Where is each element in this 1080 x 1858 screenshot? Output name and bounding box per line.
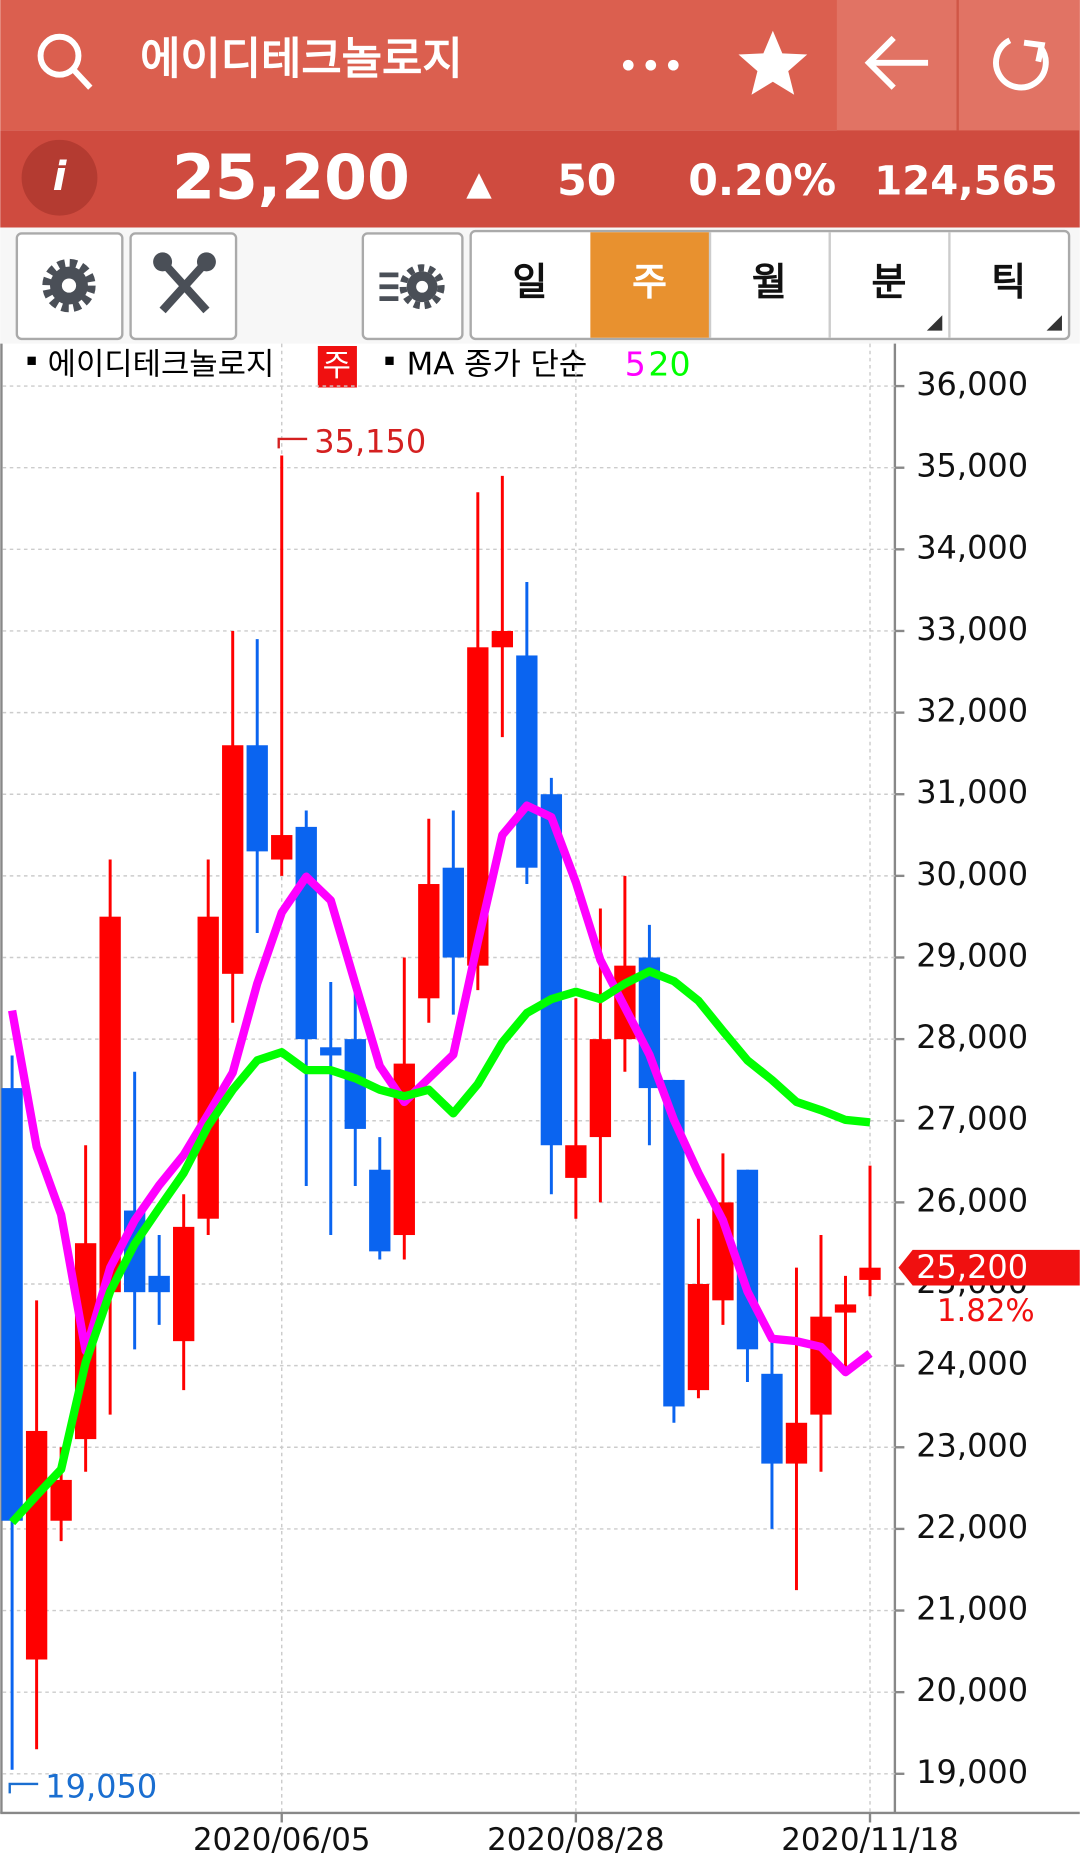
candle-body (491, 630, 514, 648)
x-tick-label: 2020/08/28 (487, 1822, 665, 1858)
y-tick-label: 29,000 (916, 936, 1028, 974)
y-tick-label: 20,000 (916, 1671, 1028, 1709)
candle-body (785, 1422, 808, 1464)
legend: 에이디테크놀로지 주 MA 종가 단순 5 20 (27, 345, 691, 388)
legend-period-box (317, 346, 357, 388)
y-tick-label: 21,000 (916, 1590, 1028, 1628)
y-tick-label: 31,000 (916, 773, 1028, 811)
ma-line (8, 801, 873, 1377)
y-tick-label: 32,000 (916, 692, 1028, 730)
change-pct: 0.20% (688, 156, 836, 206)
y-tick-label: 24,000 (916, 1345, 1028, 1383)
y-tick-label: 27,000 (916, 1100, 1028, 1138)
candle-body (173, 1226, 195, 1342)
y-tick-label: 35,000 (916, 447, 1028, 485)
dropdown-indicator (1046, 315, 1062, 331)
info-icon: i (53, 154, 68, 200)
period-selected-bg (590, 232, 711, 338)
legend-period: 주 (323, 348, 351, 384)
period-button[interactable]: 틱 (991, 260, 1026, 304)
candle-body (393, 1063, 415, 1236)
tools-button[interactable] (129, 232, 238, 341)
legend-ma20: 20 (648, 345, 690, 384)
legend-stock: 에이디테크놀로지 (48, 347, 275, 383)
indicator-button[interactable] (361, 232, 464, 341)
annotation-arrow (8, 1782, 39, 1794)
candle-body (859, 1267, 881, 1280)
candle-body (246, 745, 268, 852)
y-tick-label: 19,000 (916, 1753, 1028, 1791)
candle-body (638, 957, 661, 1089)
y-tick-label: 30,000 (916, 855, 1028, 893)
period-button[interactable]: 월 (752, 260, 787, 304)
candle-body (810, 1316, 832, 1415)
ma-line (9, 967, 871, 1526)
candle-body (442, 867, 464, 958)
candle-body (344, 1039, 366, 1129)
current-price: 25,200 (172, 141, 410, 213)
x-tick-label: 2020/06/05 (193, 1822, 371, 1858)
candle-body (295, 826, 317, 1040)
back-button[interactable] (864, 35, 929, 90)
y-tick-label: 22,000 (916, 1508, 1028, 1546)
y-tick-label: 23,000 (916, 1426, 1028, 1464)
candle-body (197, 916, 219, 1219)
dropdown-indicator (926, 315, 943, 331)
annotation-label: 35,150 (314, 423, 426, 461)
annotation-label: 19,050 (45, 1768, 157, 1806)
stock-title[interactable]: 에이디테크놀로지 (140, 34, 463, 85)
candle-body (663, 1079, 685, 1407)
y-tick-label: 34,000 (916, 528, 1028, 566)
y-tick-label: 33,000 (916, 610, 1028, 648)
y-tick-label: 28,000 (916, 1018, 1028, 1056)
candle-body (369, 1169, 391, 1252)
legend-ma: MA 종가 단순 (407, 347, 588, 383)
candle-body (271, 835, 293, 860)
candle-body (565, 1145, 587, 1178)
period-button[interactable]: 일 (512, 260, 547, 304)
candle-body (834, 1304, 857, 1313)
candle-body (540, 794, 563, 1146)
current-price-label: 25,200 (916, 1248, 1028, 1286)
search-button[interactable] (37, 33, 93, 90)
candle-body (1, 1088, 23, 1521)
favorite-button[interactable] (738, 30, 808, 95)
period-button[interactable]: 주 (632, 260, 667, 304)
y-tick-label: 36,000 (916, 365, 1028, 403)
period-button[interactable]: 분 (872, 260, 907, 304)
candle-body (222, 745, 244, 974)
candle-body (148, 1275, 170, 1293)
legend-marker (385, 356, 394, 365)
candle-body (687, 1284, 710, 1391)
candle-body (320, 1047, 342, 1056)
candle-body (589, 1039, 612, 1138)
legend-ma5: 5 (625, 345, 646, 384)
refresh-button[interactable] (993, 37, 1049, 91)
settings-button[interactable] (15, 232, 124, 341)
candle-body (467, 647, 489, 966)
candle-body (99, 916, 121, 1293)
info-button[interactable] (21, 139, 98, 216)
current-price-tag (898, 1249, 1080, 1286)
y-tick-label: 26,000 (916, 1181, 1028, 1219)
current-change-pct: 1.82% (937, 1293, 1035, 1329)
volume: 124,565 (874, 159, 1057, 205)
more-button[interactable] (622, 59, 679, 71)
candle-body (761, 1373, 783, 1464)
change: 50 (557, 156, 616, 206)
x-tick-label: 2020/11/18 (781, 1822, 959, 1858)
price-bar (0, 130, 1080, 228)
candle-body (418, 884, 440, 999)
annotation-arrow (277, 437, 308, 449)
candle-body (50, 1479, 72, 1521)
candle-body (25, 1430, 48, 1660)
legend-marker (27, 356, 36, 365)
change-arrow: ▲ (466, 163, 492, 202)
candle-body (516, 655, 538, 868)
